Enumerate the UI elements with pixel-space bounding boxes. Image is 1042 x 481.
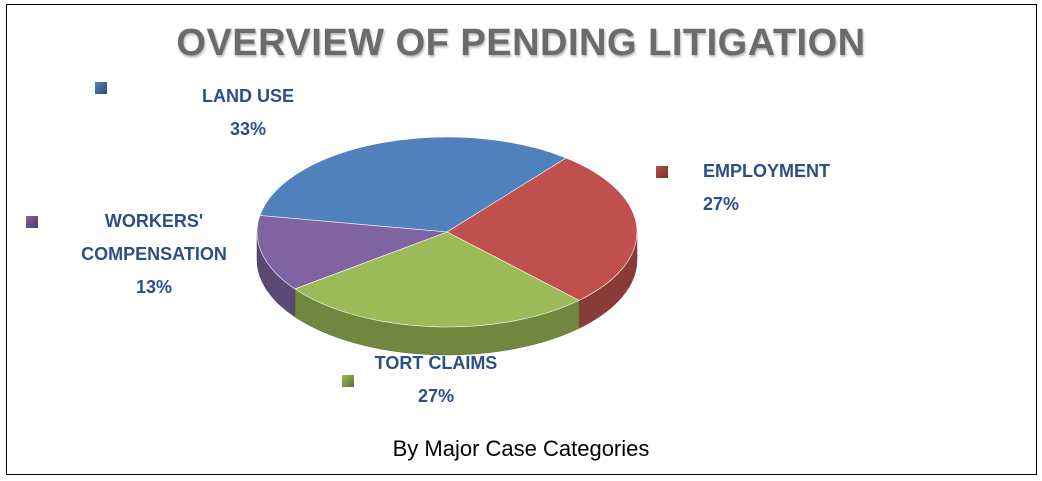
legend-marker xyxy=(342,375,354,387)
value-label: 27% xyxy=(417,386,455,406)
chart-title: OVERVIEW OF PENDING LITIGATION xyxy=(176,22,866,64)
pie-slice xyxy=(256,215,448,318)
value-label: 13% xyxy=(135,277,173,297)
legend-marker xyxy=(95,82,107,94)
data-label: WORKERS' COMPENSATION 13% xyxy=(54,205,254,304)
category-label: TORT CLAIMS xyxy=(374,353,498,373)
pie-slice-top xyxy=(256,215,448,290)
data-label: TORT CLAIMS 27% xyxy=(336,347,536,413)
value-label: 27% xyxy=(703,194,740,214)
legend-marker xyxy=(656,166,668,178)
pie-slice-top xyxy=(294,231,580,328)
pie-slice xyxy=(259,136,567,233)
legend-marker xyxy=(26,216,38,228)
pie-slice-top xyxy=(446,157,638,301)
pie-slice xyxy=(446,157,638,329)
category-label: WORKERS' COMPENSATION xyxy=(81,211,227,264)
data-label: EMPLOYMENT 27% xyxy=(703,155,903,221)
pie-slice-top xyxy=(259,136,567,233)
value-label: 33% xyxy=(229,119,267,139)
data-label: LAND USE 33% xyxy=(148,80,348,146)
category-label: EMPLOYMENT xyxy=(703,161,831,181)
chart-subtitle: By Major Case Categories xyxy=(392,436,650,461)
category-label: LAND USE xyxy=(201,86,294,106)
